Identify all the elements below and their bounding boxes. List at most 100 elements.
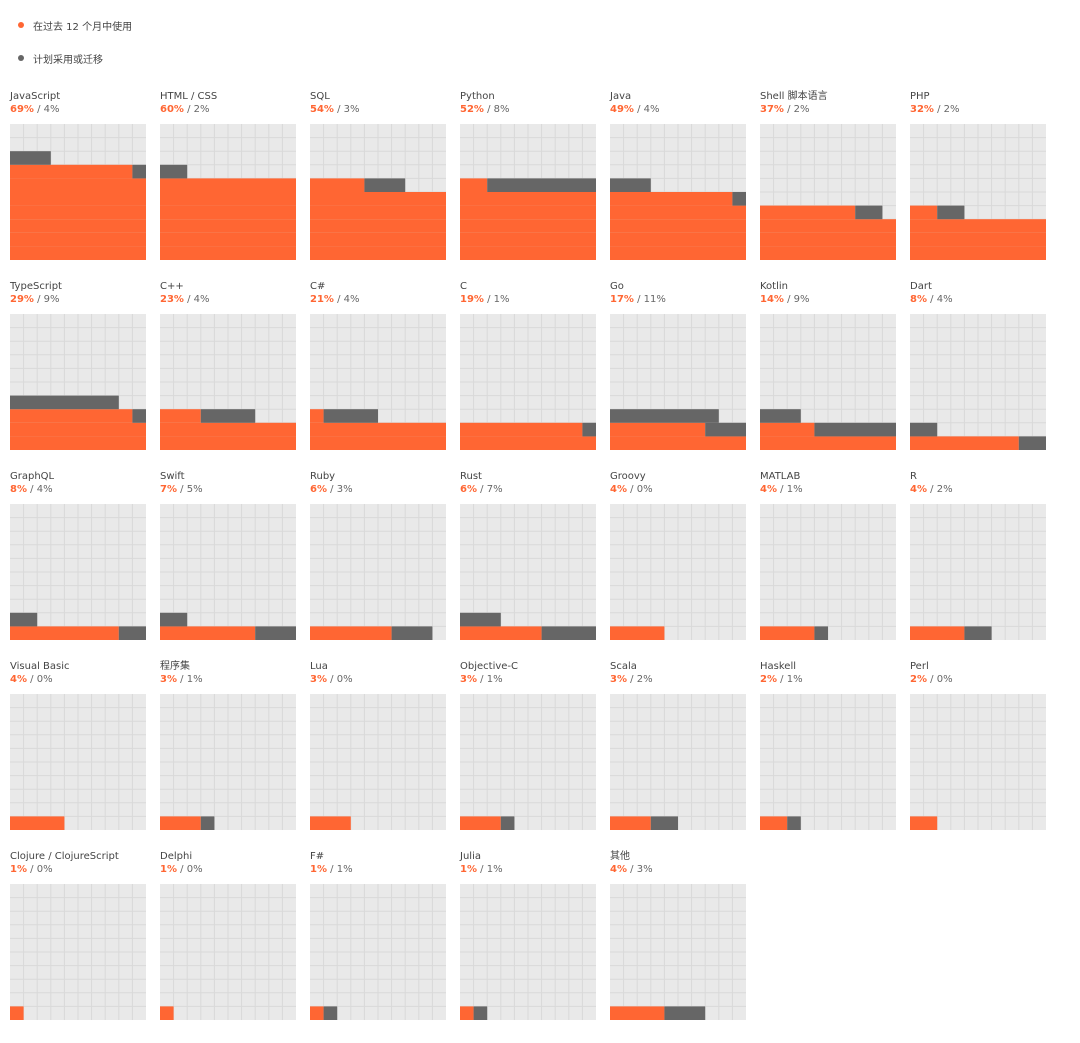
category-label: Swift [160,471,185,482]
data-label-separator: / [183,294,194,305]
bar-used [460,178,488,192]
data-label-planned: 1% [493,294,510,305]
chart-cell: SQL 54% / 3% [310,90,446,260]
value-labels: 19% / 1% [460,293,596,306]
data-label-separator: / [633,104,644,115]
bar-planned [118,626,146,640]
bar-planned [10,612,38,627]
value-labels: 23% / 4% [160,293,296,306]
value-labels: 2% / 0% [910,673,1046,686]
category-label: JavaScript [10,91,61,102]
bar-used [610,246,746,260]
waffle-chart [10,694,146,830]
bar-used [160,816,201,830]
data-label-used: 17% [610,294,634,305]
bar-planned [323,1006,338,1020]
bar-used [10,205,146,220]
value-labels: 1% / 0% [160,863,296,876]
value-labels: 7% / 5% [160,483,296,496]
chart-cell: GraphQL 8% / 4% [10,470,146,640]
data-label-separator: / [776,484,787,495]
value-labels: 29% / 9% [10,293,146,306]
chart-cell: Lua 3% / 0% [310,660,446,830]
bar-used [610,1006,665,1020]
bar-planned [582,422,596,437]
data-label-planned: 3% [636,864,653,875]
data-label-used: 14% [760,294,784,305]
data-label-used: 8% [910,294,927,305]
data-label-planned: 0% [936,674,953,685]
data-label-planned: 1% [486,674,503,685]
data-label-used: 4% [610,864,627,875]
bar-used [160,422,296,437]
value-labels: 17% / 11% [610,293,746,306]
bar-used [310,422,446,437]
legend-label-used: 在过去 12 个月中使用 [33,21,133,33]
chart-cell: TypeScript 29% / 9% [10,280,146,450]
bar-used [610,232,746,247]
waffle-chart [910,124,1046,260]
chart-cell: Python 52% / 8% [460,90,596,260]
data-label-used: 32% [910,104,934,115]
value-labels: 8% / 4% [10,483,146,496]
category-label: Rust [460,471,482,482]
data-label-separator: / [183,104,194,115]
waffle-chart [460,504,596,640]
bar-used [10,436,146,450]
data-label-used: 19% [460,294,484,305]
chart-cell: Visual Basic 4% / 0% [10,660,146,830]
data-label-separator: / [926,294,937,305]
data-label-separator: / [783,104,794,115]
legend-dot-planned-icon [18,55,24,61]
category-label: Groovy [610,471,646,482]
data-label-used: 2% [760,674,777,685]
bar-used [910,232,1046,247]
value-labels: 1% / 1% [460,863,596,876]
chart-cell: Kotlin 14% / 9% [760,280,896,450]
bar-used [760,626,815,640]
value-labels: 2% / 1% [760,673,896,686]
bar-used [460,422,583,437]
data-label-used: 2% [910,674,927,685]
bar-used [160,1006,174,1020]
chart-cell: Clojure / ClojureScript 1% / 0% [10,850,146,1020]
data-label-separator: / [483,104,494,115]
bar-used [610,219,746,233]
bar-used [910,816,938,830]
data-label-planned: 0% [36,864,53,875]
data-label-planned: 2% [943,104,960,115]
waffle-chart [310,884,446,1020]
bar-planned [391,626,433,640]
data-label-used: 3% [610,674,627,685]
bar-used [10,232,146,247]
waffle-chart [10,314,146,450]
value-labels: 3% / 2% [610,673,746,686]
category-label: C# [310,281,326,292]
legend-item-planned: 计划采用或迁移 [18,51,132,66]
bar-used [160,626,256,640]
waffle-chart [310,504,446,640]
chart-cell: C 19% / 1% [460,280,596,450]
category-label: Haskell [760,661,797,672]
bar-planned [473,1006,488,1020]
category-label: Java [610,91,632,102]
data-label-used: 3% [310,674,327,685]
waffle-chart [460,124,596,260]
data-label-separator: / [476,674,487,685]
chart-cell: F# 1% / 1% [310,850,446,1020]
data-label-planned: 1% [486,864,503,875]
bar-used [160,205,296,220]
data-label-used: 7% [160,484,177,495]
bar-used [910,219,1046,233]
waffle-chart [610,504,746,640]
data-label-used: 1% [310,864,327,875]
bar-planned [610,409,719,423]
bar-used [310,219,446,233]
bar-planned [160,164,188,179]
category-label: Python [460,91,495,102]
data-label-separator: / [26,674,37,685]
bar-planned [732,192,746,206]
data-label-planned: 2% [636,674,653,685]
bar-used [460,626,542,640]
bar-planned [200,409,256,423]
